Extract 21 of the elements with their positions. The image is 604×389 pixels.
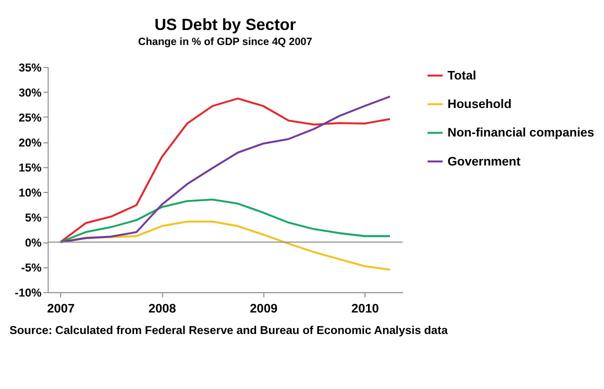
- y-tick-label: 0%: [24, 237, 42, 250]
- y-tick-label: -10%: [14, 287, 42, 300]
- y-tick-label: 10%: [18, 187, 42, 200]
- x-tick-label: 2008: [148, 302, 176, 316]
- legend-label: Total: [448, 68, 476, 82]
- x-tick-label: 2010: [351, 302, 379, 316]
- legend-label: Non-financial companies: [448, 126, 594, 140]
- y-tick-label: 15%: [18, 162, 42, 174]
- chart-subtitle: Change in % of GDP since 4Q 2007: [138, 37, 312, 48]
- x-tick-label: 2009: [250, 302, 278, 316]
- y-tick-label: -5%: [21, 262, 42, 274]
- source-note: Source: Calculated from Federal Reserve and Bureau of Economic Analysis data: [10, 325, 448, 338]
- legend-label: Government: [448, 154, 520, 168]
- y-tick-label: 5%: [24, 212, 42, 224]
- y-tick-label: 25%: [18, 112, 42, 124]
- y-tick-label: 20%: [18, 137, 42, 150]
- legend-label: Household: [448, 97, 512, 112]
- x-tick-label: 2007: [47, 302, 75, 316]
- y-tick-label: 30%: [18, 87, 42, 100]
- chart-title: US Debt by Sector: [154, 16, 297, 34]
- y-tick-label: 35%: [18, 62, 42, 74]
